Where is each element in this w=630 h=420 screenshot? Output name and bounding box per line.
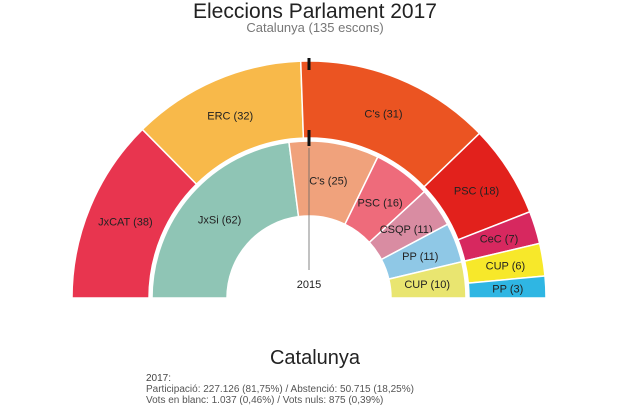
segment-2017-pp — [467, 275, 547, 299]
inner-ring-2015: JxSi (62) C's (25) PSC (16) CSQP (11) PP (11… — [151, 140, 467, 299]
label-2015-jxsi: JxSi (62) — [198, 214, 241, 226]
stats-year: 2017: — [146, 373, 172, 384]
stats-participation: Participació: 227.126 (81,75%) / Abstenc… — [146, 384, 414, 395]
label-2015-cup: CUP (10) — [404, 279, 450, 291]
label-2017-cup: CUP (6) — [486, 261, 526, 273]
label-2017-c-s: C's (31) — [364, 109, 402, 121]
region-title: Catalunya — [269, 347, 361, 369]
label-2015-psc: PSC (16) — [357, 198, 402, 210]
chart-title: Eleccions Parlament 2017 — [193, 0, 437, 23]
label-2017-cec: CeC (7) — [480, 234, 519, 246]
label-2017-jxcat: JxCAT (38) — [98, 216, 153, 228]
label-2017-pp: PP (3) — [492, 284, 523, 296]
label-2017-psc: PSC (18) — [454, 186, 499, 198]
parliament-chart: JxCAT (38) ERC (32) C's (31) PSC (18) CeC (7… — [71, 58, 547, 299]
segment-2015-cup — [387, 260, 467, 299]
label-2017-erc: ERC (32) — [207, 110, 253, 122]
inner-ring-year-label: 2015 — [297, 279, 321, 291]
stats-blank-null-votes: Vots en blanc: 1.037 (0,46%) / Vots nuls… — [146, 395, 384, 406]
label-2015-pp: PP (11) — [402, 251, 438, 263]
label-2015-csqp: CSQP (11) — [380, 224, 433, 236]
chart-subtitle: Catalunya (135 escons) — [246, 20, 384, 35]
segment-2015-jxsi — [151, 141, 300, 299]
outer-ring-2017: JxCAT (38) ERC (32) C's (31) PSC (18) CeC (7… — [71, 60, 547, 299]
label-2015-c-s: C's (25) — [309, 176, 347, 188]
